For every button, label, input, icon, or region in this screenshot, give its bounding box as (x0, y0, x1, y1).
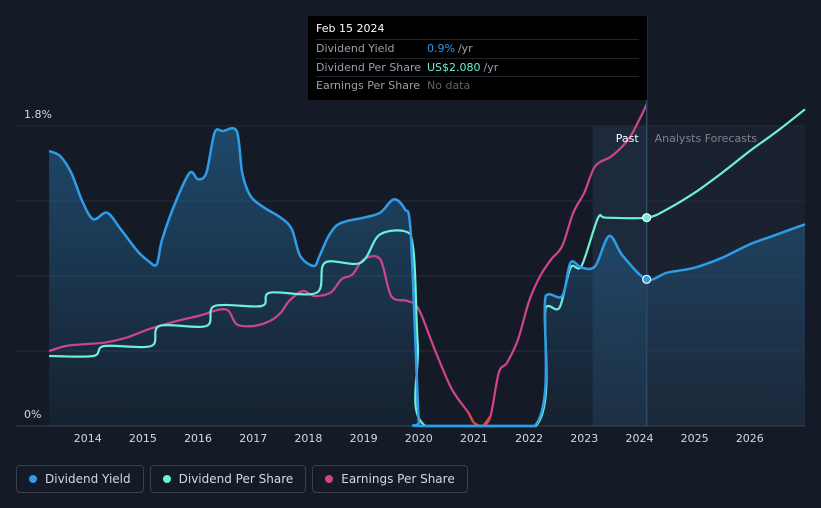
dividend-per-share-line (49, 108, 806, 428)
x-tick-label: 2014 (74, 432, 102, 445)
analysts-forecasts-label: Analysts Forecasts (655, 132, 758, 145)
tooltip-label: Earnings Per Share (316, 79, 421, 93)
x-tick-label: 2017 (239, 432, 267, 445)
y-tick-label-top: 1.8% (24, 108, 52, 121)
tooltip-unit: /yr (483, 60, 499, 74)
tooltip-unit: /yr (457, 42, 473, 56)
x-tick-label: 2021 (460, 432, 488, 445)
y-tick-label-bottom: 0% (24, 408, 41, 421)
x-tick-label: 2026 (736, 432, 764, 445)
x-tick-label: 2019 (350, 432, 378, 445)
earnings-per-share-line (48, 103, 648, 428)
tooltip-value: US$2.080 (427, 60, 481, 74)
legend-dot-icon (162, 475, 171, 483)
tooltip-row-dividend-yield: Dividend Yield 0.9% /yr (316, 39, 639, 58)
dividend-yield-marker[interactable] (642, 274, 652, 284)
tooltip-value: No data (427, 79, 471, 93)
x-tick-label: 2025 (681, 432, 709, 445)
past-label: Past (616, 132, 640, 145)
tooltip-label: Dividend Per Share (316, 60, 422, 74)
legend-label: Dividend Yield (45, 472, 131, 486)
legend-item-dividend-yield[interactable]: Dividend Yield (16, 465, 144, 493)
tooltip-date: Feb 15 2024 (316, 22, 385, 35)
legend-label: Dividend Per Share (178, 472, 294, 486)
legend: Dividend Yield Dividend Per Share Earnin… (16, 465, 468, 493)
tooltip-value: 0.9% (427, 42, 455, 56)
x-tick-label: 2022 (515, 432, 543, 445)
legend-item-earnings-per-share[interactable]: Earnings Per Share (312, 465, 468, 493)
x-tick-label: 2024 (625, 432, 653, 445)
x-axis: 2014 2015 2016 2017 2018 2019 2020 2021 2022 2023… (74, 432, 764, 445)
x-tick-label: 2020 (405, 432, 433, 445)
x-tick-label: 2016 (184, 432, 212, 445)
x-tick-label: 2015 (129, 432, 157, 445)
dividend-yield-area (49, 128, 806, 426)
tooltip-row-earnings-per-share: Earnings Per Share No data (316, 76, 639, 95)
legend-dot-icon (325, 475, 334, 483)
x-tick-label: 2018 (294, 432, 322, 445)
dividend-yield-line (48, 127, 806, 428)
dividend-per-share-marker[interactable] (642, 213, 652, 223)
legend-item-dividend-per-share[interactable]: Dividend Per Share (149, 465, 307, 493)
legend-dot-icon (29, 475, 37, 483)
tooltip: Feb 15 2024 Dividend Yield 0.9% /yr Divi… (308, 16, 647, 100)
tooltip-label: Dividend Yield (316, 42, 395, 56)
x-tick-label: 2023 (570, 432, 598, 445)
tooltip-row-dividend-per-share: Dividend Per Share US$2.080 /yr (316, 57, 639, 77)
legend-label: Earnings Per Share (341, 472, 455, 486)
